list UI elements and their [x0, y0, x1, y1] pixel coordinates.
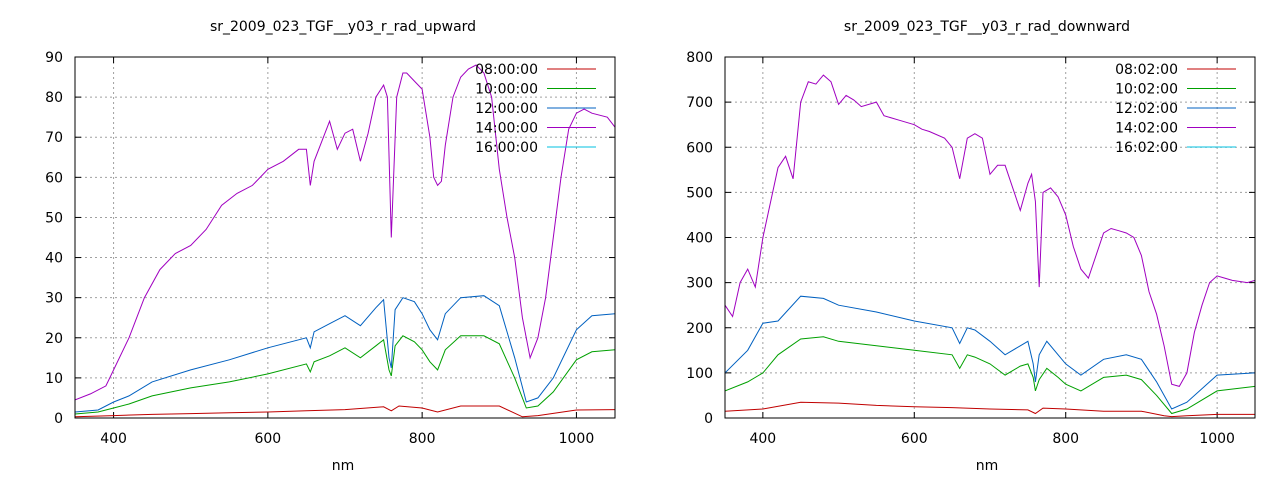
downward-chart: sr_2009_023_TGF__y03_r_rad_downward nm 4…: [686, 19, 1256, 474]
y-tick-label: 20: [45, 331, 63, 347]
y-tick-label: 0: [54, 411, 63, 427]
y-tick-label: 30: [45, 291, 63, 307]
series-line-10-00-00: [75, 335, 615, 415]
x-tick-label: 400: [749, 431, 776, 447]
legend-label: 10:02:00: [1115, 82, 1178, 98]
x-tick-label: 400: [100, 431, 127, 447]
legend-label: 08:02:00: [1115, 62, 1178, 78]
x-tick-label: 800: [409, 431, 436, 447]
chart-title: sr_2009_023_TGF__y03_r_rad_upward: [210, 19, 476, 35]
y-tick-label: 0: [704, 411, 713, 427]
legend-label: 14:02:00: [1115, 121, 1178, 137]
series-line-12-02-00: [725, 295, 1255, 410]
series-line-14-00-00: [75, 64, 615, 401]
legend-label: 10:00:00: [475, 82, 538, 98]
legend-label: 16:00:00: [475, 140, 538, 156]
y-tick-label: 700: [686, 95, 713, 111]
y-tick-label: 60: [45, 170, 63, 186]
x-axis-label: nm: [332, 458, 355, 474]
series-line-10-02-00: [725, 336, 1255, 415]
series-line-08-00-00: [75, 405, 615, 418]
y-tick-label: 600: [686, 140, 713, 156]
x-axis-label: nm: [976, 458, 999, 474]
y-tick-label: 10: [45, 371, 63, 387]
plot-frame: [74, 56, 616, 419]
x-tick-label: 1000: [1199, 431, 1235, 447]
y-tick-label: 100: [686, 366, 713, 382]
plot-frame: [724, 56, 1256, 419]
series-line-14-02-00: [725, 74, 1255, 387]
y-tick-label: 500: [686, 185, 713, 201]
y-tick-label: 400: [686, 231, 713, 247]
series-line-08-02-00: [725, 401, 1255, 418]
y-tick-label: 40: [45, 251, 63, 267]
y-tick-label: 200: [686, 321, 713, 337]
y-tick-label: 90: [45, 50, 63, 66]
series-line-12-00-00: [75, 295, 615, 413]
x-tick-label: 600: [901, 431, 928, 447]
legend-label: 08:00:00: [475, 62, 538, 78]
chart-title: sr_2009_023_TGF__y03_r_rad_downward: [844, 19, 1130, 35]
y-tick-label: 50: [45, 210, 63, 226]
y-tick-label: 70: [45, 130, 63, 146]
legend-label: 16:02:00: [1115, 140, 1178, 156]
legend-label: 14:00:00: [475, 121, 538, 137]
y-tick-label: 80: [45, 90, 63, 106]
y-tick-label: 300: [686, 276, 713, 292]
y-tick-label: 800: [686, 50, 713, 66]
x-tick-label: 800: [1052, 431, 1079, 447]
legend-label: 12:00:00: [475, 101, 538, 117]
upward-chart: sr_2009_023_TGF__y03_r_rad_upward nm 400…: [45, 19, 616, 474]
x-tick-label: 1000: [559, 431, 595, 447]
x-tick-label: 600: [254, 431, 281, 447]
legend-label: 12:02:00: [1115, 101, 1178, 117]
